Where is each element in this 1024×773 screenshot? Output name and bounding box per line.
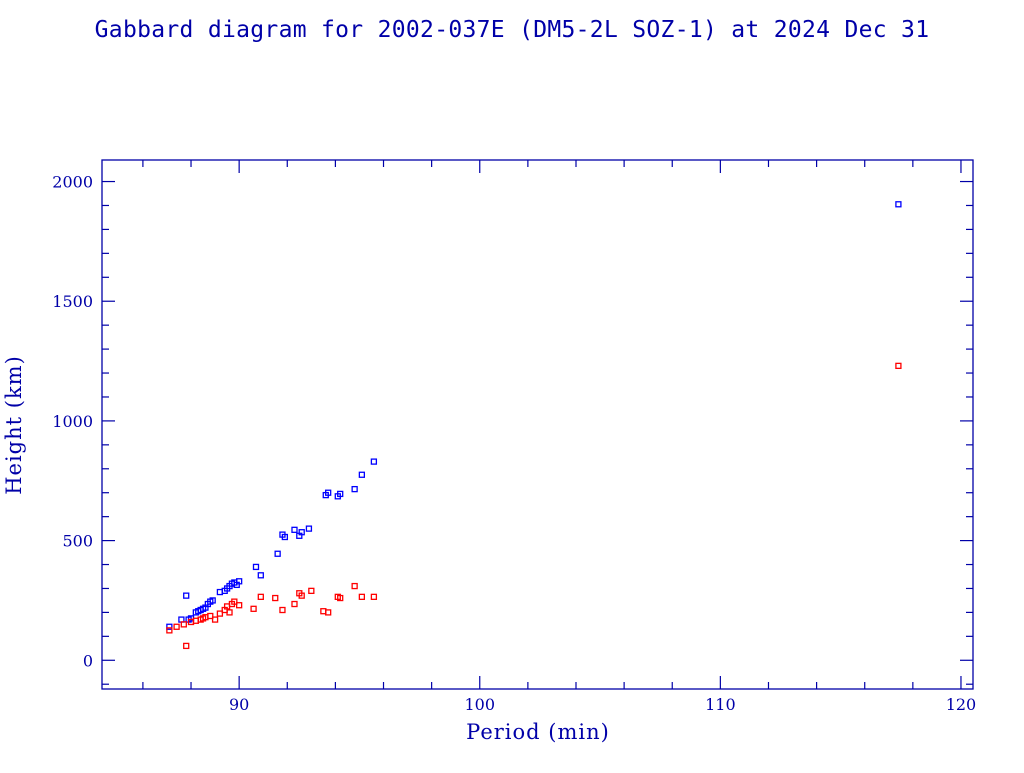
apogee-point <box>298 529 305 536</box>
apogee-point <box>351 485 358 493</box>
perigee-point <box>291 600 298 608</box>
perigee-point <box>235 602 243 609</box>
apogee-point <box>337 490 344 498</box>
perigee-point <box>358 593 366 600</box>
tick-labels: 90 100 110 120 0 500 1000 1500 2000 <box>52 173 976 714</box>
apogee-point <box>209 597 216 604</box>
perigee-point <box>180 621 187 628</box>
axis-ticks <box>102 160 973 689</box>
perigee-point <box>351 582 358 590</box>
perigee-point <box>325 609 332 616</box>
y-axis-label: Height (km) <box>2 355 26 495</box>
y-tick-label: 1000 <box>52 412 93 431</box>
perigee-point <box>337 594 344 602</box>
x-tick-label: 100 <box>464 695 495 714</box>
perigee-point <box>370 593 378 600</box>
perigee-point <box>173 623 180 630</box>
perigee-point <box>250 605 257 612</box>
apogee-point <box>166 623 173 630</box>
x-tick-label: 120 <box>946 695 977 714</box>
perigee-point <box>257 593 264 600</box>
apogee-point <box>895 201 902 208</box>
apogee-point <box>235 578 243 585</box>
apogee-point <box>358 471 366 478</box>
apogee-point <box>252 563 260 571</box>
perigee-point <box>308 587 315 595</box>
perigee-point <box>895 362 902 370</box>
apogee-point <box>325 489 332 496</box>
apogee-point <box>305 525 313 532</box>
chart-title: Gabbard diagram for 2002-037E (DM5-2L SO… <box>95 17 930 43</box>
perigee-point <box>272 594 279 602</box>
perigee-point <box>216 610 224 617</box>
x-tick-label: 110 <box>705 695 736 714</box>
x-axis-label: Period (min) <box>466 720 610 744</box>
x-tick-label: 90 <box>229 695 249 714</box>
y-tick-label: 1500 <box>52 292 93 311</box>
y-tick-label: 500 <box>62 532 93 551</box>
apogee-point <box>274 550 281 557</box>
y-tick-label: 2000 <box>52 173 93 192</box>
apogee-point <box>257 572 264 579</box>
apogee-point <box>370 458 378 465</box>
perigee-point <box>226 609 233 616</box>
perigee-point <box>298 592 305 599</box>
data-points <box>166 201 902 650</box>
perigee-point <box>211 616 219 623</box>
apogee-point <box>281 533 289 541</box>
apogee-point <box>291 526 298 533</box>
y-tick-label: 0 <box>83 651 93 670</box>
apogee-point <box>183 592 190 599</box>
perigee-point <box>183 642 190 650</box>
plot-frame <box>101 159 974 690</box>
perigee-point <box>207 612 214 620</box>
perigee-point <box>231 598 238 605</box>
perigee-point <box>279 606 286 614</box>
perigee-point <box>166 627 173 634</box>
